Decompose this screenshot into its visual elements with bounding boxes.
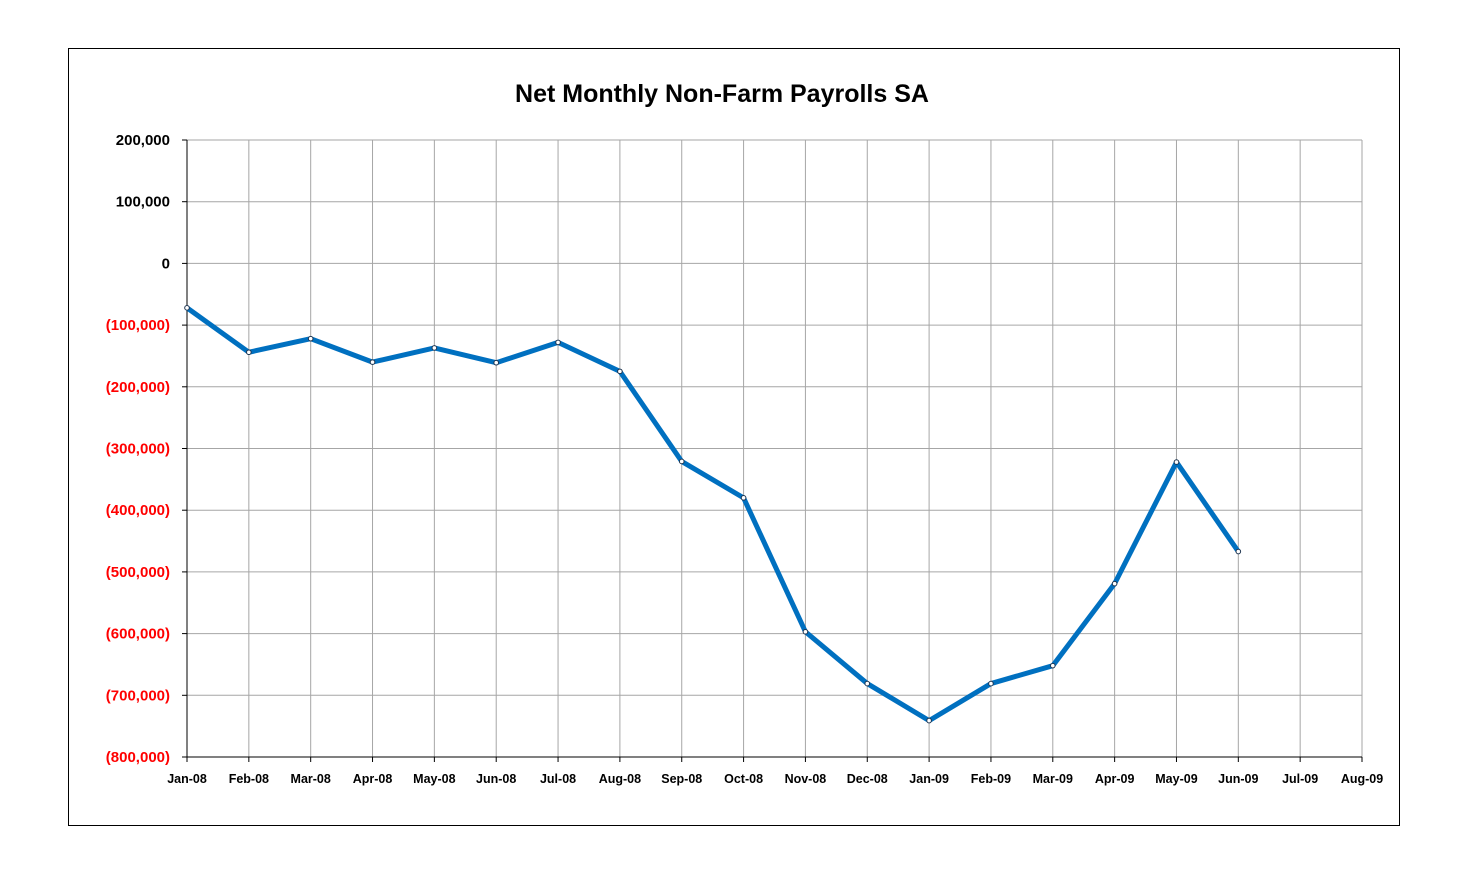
y-tick-label: (200,000) xyxy=(106,379,170,396)
x-tick-label: May-09 xyxy=(1155,772,1197,786)
data-point xyxy=(740,495,747,501)
data-point xyxy=(493,359,500,366)
y-tick-label: (700,000) xyxy=(106,687,170,704)
x-tick-label: Mar-08 xyxy=(291,772,331,786)
data-point xyxy=(369,359,376,365)
y-tick-label: (800,000) xyxy=(106,749,170,766)
data-point xyxy=(678,458,685,465)
chart-title: Net Monthly Non-Farm Payrolls SA xyxy=(515,80,929,108)
data-point xyxy=(1173,459,1180,465)
data-point xyxy=(307,335,314,342)
x-tick-label: Aug-09 xyxy=(1341,772,1383,786)
data-point xyxy=(1111,580,1118,587)
data-point xyxy=(431,345,438,351)
data-point xyxy=(246,349,252,356)
series-line xyxy=(184,305,1241,724)
data-point xyxy=(1049,662,1056,669)
x-tick-label: Jan-08 xyxy=(167,772,207,786)
y-tick-label: (600,000) xyxy=(106,626,170,643)
data-point xyxy=(802,628,809,635)
x-axis-tick-labels: Jan-08 Feb-08 Mar-08 Apr-08 May-08 Jun-08 Jul-… xyxy=(167,772,1383,786)
y-tick-label: (100,000) xyxy=(106,317,170,334)
grid-lines xyxy=(187,139,1363,758)
series-layer xyxy=(184,305,1242,724)
y-tick-label: (400,000) xyxy=(106,502,170,519)
x-tick-label: Dec-08 xyxy=(847,772,888,786)
y-tick-label: 100,000 xyxy=(116,194,170,211)
x-tick-label: May-08 xyxy=(413,772,455,786)
x-tick-label: Jul-08 xyxy=(540,772,576,786)
data-point xyxy=(555,339,561,346)
data-point xyxy=(926,717,932,724)
y-axis-tick-labels: 200,000 100,000 0 (100,000) (200,000) (300,00… xyxy=(106,132,170,766)
x-tick-label: Oct-08 xyxy=(724,772,763,786)
axes xyxy=(182,139,1363,762)
x-tick-label: Jul-09 xyxy=(1282,772,1318,786)
chart-frame xyxy=(68,48,1400,826)
x-tick-label: Sep-08 xyxy=(661,772,702,786)
x-tick-label: Aug-08 xyxy=(599,772,641,786)
data-point xyxy=(184,305,190,311)
x-tick-label: Jan-09 xyxy=(909,772,949,786)
data-point xyxy=(1235,548,1242,555)
y-tick-label: (500,000) xyxy=(106,564,170,581)
y-tick-label: 0 xyxy=(162,255,170,272)
data-point xyxy=(617,368,623,375)
data-point xyxy=(988,680,994,687)
x-tick-label: Mar-09 xyxy=(1033,772,1073,786)
x-tick-label: Feb-08 xyxy=(229,772,269,786)
y-tick-label: (300,000) xyxy=(106,441,170,458)
y-tick-label: 200,000 xyxy=(116,132,170,149)
x-tick-label: Jun-09 xyxy=(1218,772,1258,786)
x-tick-label: Apr-09 xyxy=(1095,772,1135,786)
x-tick-label: Nov-08 xyxy=(785,772,827,786)
x-tick-label: Feb-09 xyxy=(971,772,1011,786)
x-tick-label: Apr-08 xyxy=(353,772,393,786)
data-point xyxy=(864,680,871,687)
x-tick-label: Jun-08 xyxy=(476,772,516,786)
